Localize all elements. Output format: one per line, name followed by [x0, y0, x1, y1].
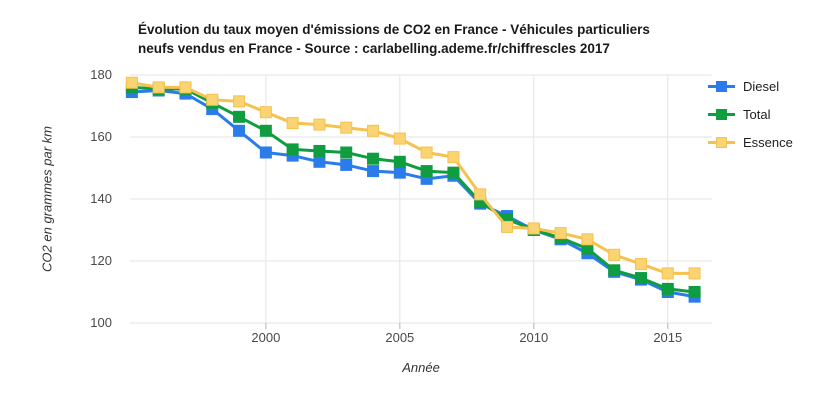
data-point-total-2004[interactable]: [367, 152, 380, 165]
data-point-essence-2005[interactable]: [393, 132, 406, 145]
legend-marker-total-icon: [708, 108, 735, 120]
legend-marker-essence-icon: [708, 136, 735, 148]
data-point-total-2014[interactable]: [634, 272, 647, 285]
data-point-essence-2014[interactable]: [634, 258, 647, 271]
data-point-essence-2006[interactable]: [420, 146, 433, 159]
data-point-total-2000[interactable]: [259, 124, 272, 137]
legend-label-total: Total: [743, 106, 771, 122]
data-point-essence-2013[interactable]: [608, 248, 621, 261]
data-point-total-1999[interactable]: [233, 110, 246, 123]
legend-square-icon: [716, 80, 727, 92]
data-point-total-2003[interactable]: [340, 146, 353, 159]
data-point-total-2016[interactable]: [688, 286, 701, 298]
data-point-essence-1997[interactable]: [179, 81, 192, 94]
data-point-essence-2012[interactable]: [581, 233, 594, 246]
data-point-essence-2009[interactable]: [501, 220, 514, 233]
data-point-diesel-2000[interactable]: [259, 146, 272, 159]
data-point-total-2001[interactable]: [286, 143, 299, 156]
y-tick-label-120: 120: [90, 253, 112, 268]
data-point-total-2013[interactable]: [608, 264, 621, 277]
data-point-essence-2007[interactable]: [447, 151, 460, 164]
data-point-essence-2016[interactable]: [688, 267, 701, 280]
data-point-total-2007[interactable]: [447, 166, 460, 179]
legend-square-icon: [716, 136, 727, 148]
line-chart: [125, 74, 712, 329]
x-tick-label-2010: 2010: [519, 330, 549, 345]
x-axis-title: Année: [402, 360, 440, 375]
legend-item-total: Total: [708, 100, 793, 128]
y-tick-label-180: 180: [90, 67, 112, 82]
series-line-diesel: [130, 89, 697, 299]
chart-title-line1: Évolution du taux moyen d'émissions de C…: [138, 22, 650, 37]
chart-title-line2: neufs vendus en France - Source : carlab…: [138, 41, 610, 56]
plot-area: [125, 74, 712, 329]
data-point-essence-1995[interactable]: [125, 76, 138, 89]
x-tick-label-2000: 2000: [251, 330, 281, 345]
series-essence: [125, 76, 701, 280]
x-tick-label-2015: 2015: [653, 330, 683, 345]
legend-square-icon: [716, 108, 727, 120]
y-axis-title: CO2 en grammes par km: [39, 126, 55, 272]
data-point-essence-1998[interactable]: [206, 93, 219, 106]
data-point-total-2002[interactable]: [313, 144, 326, 157]
data-point-diesel-2004[interactable]: [367, 165, 380, 178]
data-point-diesel-2005[interactable]: [393, 166, 406, 179]
legend-marker-diesel-icon: [708, 80, 735, 92]
legend-label-diesel: Diesel: [743, 78, 780, 94]
y-tick-label-140: 140: [90, 191, 112, 206]
data-point-essence-2003[interactable]: [340, 121, 353, 134]
series-line-total: [130, 85, 697, 294]
data-point-essence-2011[interactable]: [554, 227, 567, 240]
data-point-essence-2002[interactable]: [313, 118, 326, 131]
legend-item-diesel: Diesel: [708, 72, 793, 100]
data-point-essence-2015[interactable]: [661, 267, 674, 280]
data-point-essence-2004[interactable]: [367, 124, 380, 137]
data-point-essence-2008[interactable]: [474, 188, 487, 201]
series-line-essence: [130, 81, 697, 275]
data-point-essence-2001[interactable]: [286, 117, 299, 130]
data-point-essence-2000[interactable]: [259, 106, 272, 119]
legend-label-essence: Essence: [743, 134, 793, 150]
data-point-diesel-2002[interactable]: [313, 155, 326, 168]
chart-title: Évolution du taux moyen d'émissions de C…: [138, 20, 738, 58]
legend: Diesel Total Essence: [708, 72, 793, 156]
legend-item-essence: Essence: [708, 128, 793, 156]
data-point-essence-1999[interactable]: [233, 95, 246, 108]
x-tick-label-2005: 2005: [385, 330, 415, 345]
data-point-total-2006[interactable]: [420, 165, 433, 178]
y-tick-label-160: 160: [90, 129, 112, 144]
y-tick-label-100: 100: [90, 315, 112, 330]
data-point-essence-1996[interactable]: [152, 81, 165, 94]
data-point-total-2015[interactable]: [661, 282, 674, 295]
data-point-total-2005[interactable]: [393, 155, 406, 168]
data-point-diesel-1999[interactable]: [233, 124, 246, 137]
data-point-essence-2010[interactable]: [527, 222, 540, 235]
data-point-diesel-2003[interactable]: [340, 158, 353, 171]
